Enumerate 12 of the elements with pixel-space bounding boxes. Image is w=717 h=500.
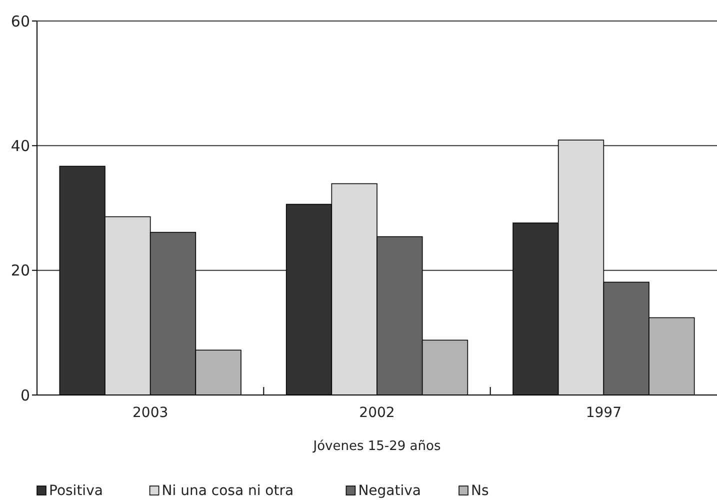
y-tick-label: 20 bbox=[10, 262, 30, 280]
y-tick-label: 60 bbox=[10, 12, 30, 30]
legend-label: Ns bbox=[471, 483, 489, 499]
x-tick-label: 2002 bbox=[359, 405, 395, 421]
legend-label: Ni una cosa ni otra bbox=[162, 483, 294, 499]
y-tick-label: 40 bbox=[10, 136, 30, 155]
x-tick-label: 2003 bbox=[132, 405, 168, 421]
x-axis-title: Jóvenes 15-29 años bbox=[312, 439, 441, 454]
legend-label: Negativa bbox=[358, 483, 421, 499]
x-tick-label: 1997 bbox=[586, 405, 622, 421]
y-tick-label: 0 bbox=[20, 386, 30, 404]
legend-label: Positiva bbox=[49, 483, 103, 499]
